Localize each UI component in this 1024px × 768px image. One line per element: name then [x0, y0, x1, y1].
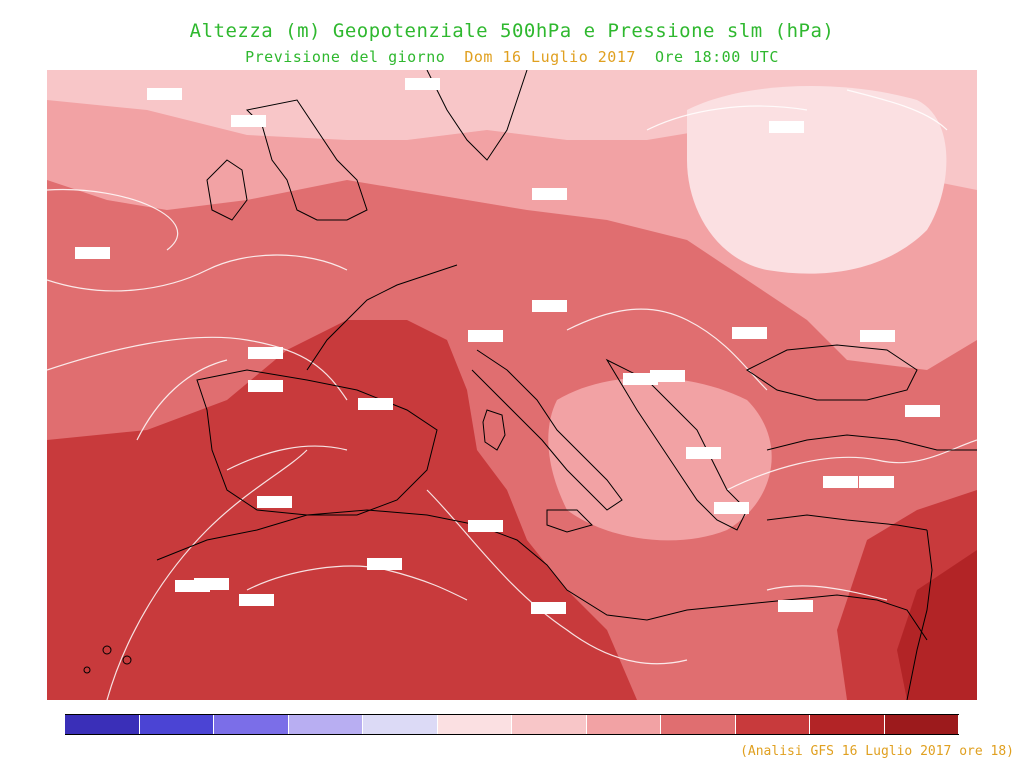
- weather-map: [47, 70, 977, 700]
- color-scale-swatch: [810, 715, 885, 734]
- contour-label-box: [257, 496, 292, 508]
- color-scale-swatch: [661, 715, 736, 734]
- color-scale-swatch: [65, 715, 140, 734]
- contour-label-box: [75, 247, 110, 259]
- contour-label-box: [147, 88, 182, 100]
- contour-label-box: [650, 370, 685, 382]
- color-scale-swatch: [735, 715, 810, 734]
- forecast-label: Previsione del giorno: [245, 48, 446, 66]
- source-note: (Analisi GFS 16 Luglio 2017 ore 18): [740, 744, 1014, 759]
- contour-label-box: [468, 520, 503, 532]
- contour-label-box: [532, 188, 567, 200]
- color-scale-swatch: [363, 715, 438, 734]
- contour-label-box: [769, 121, 804, 133]
- color-scale-swatch: [288, 715, 363, 734]
- height-zone-east-cell: [687, 86, 947, 274]
- height-zone-south: [47, 320, 637, 700]
- map-subtitle: Previsione del giorno Dom 16 Luglio 2017…: [0, 48, 1024, 66]
- contour-label-box: [623, 373, 658, 385]
- contour-label-box: [859, 476, 894, 488]
- contour-label-box: [686, 447, 721, 459]
- forecast-date: Dom 16 Luglio 2017: [464, 48, 636, 66]
- contour-label-box: [405, 78, 440, 90]
- isobar-lines: [47, 89, 977, 700]
- contour-label-box: [248, 380, 283, 392]
- color-scale-swatch: [437, 715, 512, 734]
- contour-label-box: [823, 476, 858, 488]
- color-scale-swatch: [139, 715, 214, 734]
- contour-label-box: [367, 558, 402, 570]
- color-scale-swatch: [586, 715, 661, 734]
- color-scale-swatch: [884, 715, 959, 734]
- contour-label-box: [905, 405, 940, 417]
- contour-label-box: [532, 300, 567, 312]
- height-zone-southeast-dark: [897, 550, 977, 700]
- contour-label-box: [239, 594, 274, 606]
- contour-label-box: [860, 330, 895, 342]
- color-scale-bar: [65, 714, 959, 735]
- contour-label-box: [248, 347, 283, 359]
- contour-label-box: [194, 578, 229, 590]
- map-title: Altezza (m) Geopotenziale 500hPa e Press…: [189, 20, 835, 42]
- contour-label-box: [358, 398, 393, 410]
- coastlines: [83, 70, 977, 700]
- color-scale-swatch: [512, 715, 587, 734]
- contour-label-box: [531, 602, 566, 614]
- contour-label-box: [714, 502, 749, 514]
- contour-label-boxes: [75, 78, 940, 614]
- contour-label-box: [732, 327, 767, 339]
- contour-label-box: [468, 330, 503, 342]
- height-zone-med-cell: [548, 377, 772, 541]
- color-scale-swatch: [214, 715, 289, 734]
- contour-label-box: [778, 600, 813, 612]
- forecast-time: Ore 18:00 UTC: [654, 48, 779, 66]
- contour-label-box: [231, 115, 266, 127]
